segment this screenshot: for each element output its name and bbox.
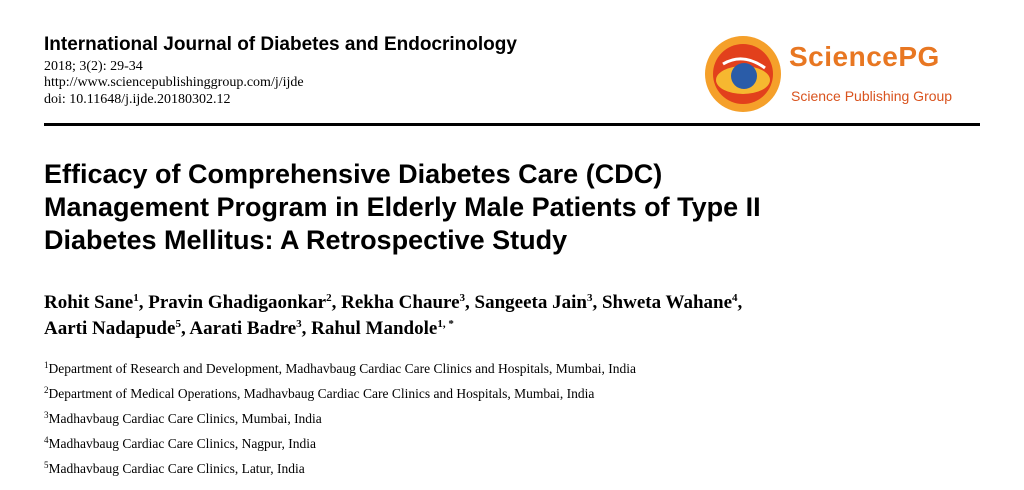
author: Pravin Ghadigaonkar2, <box>148 292 342 313</box>
journal-header: International Journal of Diabetes and En… <box>44 34 984 126</box>
journal-title: International Journal of Diabetes and En… <box>44 34 517 55</box>
affiliation: 2Department of Medical Operations, Madha… <box>44 385 595 402</box>
affiliation-list: 1Department of Research and Development,… <box>44 356 974 481</box>
sciencepg-logo-icon <box>705 36 781 112</box>
paper-title-line: Management Program in Elderly Male Patie… <box>44 192 761 222</box>
publisher-name: SciencePG <box>789 41 940 72</box>
affiliation: 1Department of Research and Development,… <box>44 360 636 377</box>
journal-url[interactable]: http://www.sciencepublishinggroup.com/j/… <box>44 75 304 90</box>
author-line: Rohit Sane1, Pravin Ghadigaonkar2, Rekha… <box>44 290 974 316</box>
affiliation: 5Madhavbaug Cardiac Care Clinics, Latur,… <box>44 460 305 477</box>
author: Shweta Wahane4, <box>601 292 743 313</box>
author: Aarati Badre3, <box>189 318 312 339</box>
paper-title-line: Efficacy of Comprehensive Diabetes Care … <box>44 159 663 189</box>
author: Rahul Mandole1, * <box>311 318 454 339</box>
author: Rekha Chaure3, <box>341 292 475 313</box>
author-list: Rohit Sane1, Pravin Ghadigaonkar2, Rekha… <box>44 290 974 342</box>
author: Rohit Sane1, <box>44 292 149 313</box>
paper-title: Efficacy of Comprehensive Diabetes Care … <box>44 158 974 257</box>
author-line: Aarti Nadapude5, Aarati Badre3, Rahul Ma… <box>44 316 974 342</box>
affiliation: 3Madhavbaug Cardiac Care Clinics, Mumbai… <box>44 410 322 427</box>
author: Aarti Nadapude5, <box>44 318 190 339</box>
author: Sangeeta Jain3, <box>474 292 602 313</box>
affiliation: 4Madhavbaug Cardiac Care Clinics, Nagpur… <box>44 435 317 452</box>
publisher-subtitle: Science Publishing Group <box>791 88 953 104</box>
journal-doi[interactable]: doi: 10.11648/j.ijde.20180302.12 <box>44 92 231 107</box>
header-divider <box>44 123 980 126</box>
paper-title-line: Diabetes Mellitus: A Retrospective Study <box>44 225 568 255</box>
journal-issue: 2018; 3(2): 29-34 <box>44 59 143 74</box>
